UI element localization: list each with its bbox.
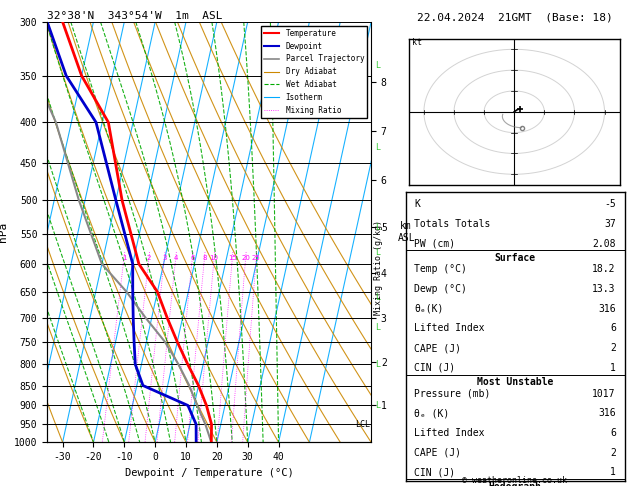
Text: 1: 1	[610, 363, 616, 373]
Text: CIN (J): CIN (J)	[415, 363, 455, 373]
Text: L: L	[375, 293, 380, 302]
Text: L: L	[375, 247, 380, 257]
Text: LCL: LCL	[355, 420, 370, 429]
Text: Lifted Index: Lifted Index	[415, 428, 485, 438]
Y-axis label: km
ASL: km ASL	[398, 221, 415, 243]
Text: Dewp (°C): Dewp (°C)	[415, 284, 467, 294]
Text: CAPE (J): CAPE (J)	[415, 343, 462, 353]
Text: L: L	[375, 223, 380, 232]
Text: Surface: Surface	[494, 253, 536, 263]
Text: θₑ (K): θₑ (K)	[415, 408, 450, 418]
Text: 8: 8	[202, 255, 207, 261]
Text: Most Unstable: Most Unstable	[477, 378, 554, 387]
Text: © weatheronline.co.uk: © weatheronline.co.uk	[462, 476, 567, 485]
Text: 32°38'N  343°54'W  1m  ASL: 32°38'N 343°54'W 1m ASL	[47, 11, 223, 21]
Text: 1: 1	[122, 255, 126, 261]
Text: 316: 316	[598, 304, 616, 314]
Text: 25: 25	[252, 255, 260, 261]
Text: 2: 2	[147, 255, 151, 261]
Text: 37: 37	[604, 219, 616, 229]
Text: Temp (°C): Temp (°C)	[415, 264, 467, 275]
Text: 2: 2	[610, 343, 616, 353]
Text: Mixing Ratio (g/kg): Mixing Ratio (g/kg)	[374, 220, 383, 315]
Text: PW (cm): PW (cm)	[415, 239, 455, 248]
Text: L: L	[375, 323, 380, 332]
X-axis label: Dewpoint / Temperature (°C): Dewpoint / Temperature (°C)	[125, 468, 294, 478]
Text: 1017: 1017	[593, 389, 616, 399]
Text: CAPE (J): CAPE (J)	[415, 448, 462, 458]
Text: 22.04.2024  21GMT  (Base: 18): 22.04.2024 21GMT (Base: 18)	[416, 12, 613, 22]
Text: 1: 1	[610, 468, 616, 477]
Text: L: L	[375, 360, 380, 369]
Text: kt: kt	[412, 38, 422, 47]
Text: 6: 6	[610, 324, 616, 333]
Text: 2.08: 2.08	[593, 239, 616, 248]
Y-axis label: hPa: hPa	[0, 222, 8, 242]
Text: -5: -5	[604, 199, 616, 209]
Text: 4: 4	[174, 255, 178, 261]
Text: K: K	[415, 199, 420, 209]
Text: 10: 10	[209, 255, 219, 261]
Text: L: L	[375, 61, 380, 70]
Text: 13.3: 13.3	[593, 284, 616, 294]
Text: L: L	[375, 143, 380, 152]
Text: θₑ(K): θₑ(K)	[415, 304, 444, 314]
Text: 20: 20	[241, 255, 250, 261]
Text: CIN (J): CIN (J)	[415, 468, 455, 477]
Text: Totals Totals: Totals Totals	[415, 219, 491, 229]
Text: 3: 3	[162, 255, 167, 261]
Text: 2: 2	[610, 448, 616, 458]
Text: 18.2: 18.2	[593, 264, 616, 275]
Text: 6: 6	[190, 255, 194, 261]
Text: 6: 6	[610, 428, 616, 438]
Text: Pressure (mb): Pressure (mb)	[415, 389, 491, 399]
Text: Hodograph: Hodograph	[489, 482, 542, 486]
Text: L: L	[375, 401, 380, 410]
Legend: Temperature, Dewpoint, Parcel Trajectory, Dry Adiabat, Wet Adiabat, Isotherm, Mi: Temperature, Dewpoint, Parcel Trajectory…	[261, 26, 367, 118]
Text: 15: 15	[228, 255, 237, 261]
Text: 316: 316	[598, 408, 616, 418]
Text: Lifted Index: Lifted Index	[415, 324, 485, 333]
